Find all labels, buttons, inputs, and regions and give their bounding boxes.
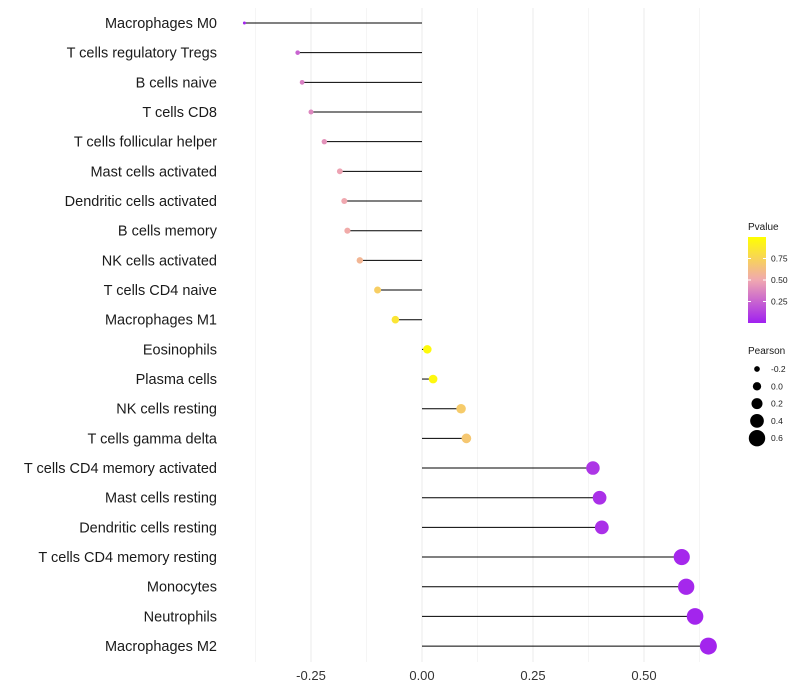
lollipop-stems (244, 22, 709, 647)
pvalue-legend-title: Pvalue (748, 222, 779, 233)
pearson-legend-label: 0.6 (771, 433, 783, 443)
lollipop-point (673, 548, 690, 566)
lollipop-point (336, 168, 343, 175)
pearson-legend-dot (751, 398, 763, 410)
lollipop-points (242, 21, 717, 655)
lollipop-point (592, 490, 607, 505)
category-label: NK cells resting (116, 402, 217, 418)
lollipop-point (456, 403, 466, 414)
category-label: Dendritic cells activated (65, 194, 217, 210)
pvalue-legend: Pvalue 0.75 0.50 0.25 (748, 222, 788, 323)
lollipop-point (699, 637, 717, 655)
pearson-legend-dot (748, 430, 766, 447)
x-tick-label: 0.00 (409, 668, 434, 683)
category-label: Eosinophils (143, 342, 217, 358)
lollipop-point (299, 79, 305, 85)
lollipop-point (321, 138, 328, 145)
category-label: Plasma cells (136, 372, 217, 388)
pearson-legend: Pearson -0.2 0.0 0.2 0.4 0.6 (748, 346, 786, 447)
pearson-legend-title: Pearson (748, 346, 785, 357)
lollipop-point (461, 433, 472, 444)
category-label: T cells CD8 (142, 105, 217, 121)
lollipop-point (356, 257, 364, 264)
pvalue-legend-label: 0.25 (771, 297, 788, 307)
category-label: Macrophages M0 (105, 16, 217, 32)
category-label: NK cells activated (102, 253, 217, 269)
pearson-legend-label: 0.4 (771, 416, 783, 426)
lollipop-point (295, 50, 300, 55)
lollipop-point (586, 461, 600, 475)
pearson-legend-label: -0.2 (771, 364, 786, 374)
lollipop-point (686, 608, 704, 625)
category-label: T cells CD4 naive (104, 283, 217, 299)
category-label: B cells naive (136, 75, 217, 91)
category-label: Neutrophils (144, 609, 217, 625)
pearson-legend-label: 0.0 (771, 381, 783, 391)
lollipop-point (428, 374, 438, 384)
x-axis-ticks: -0.25 0.00 0.25 0.50 (296, 668, 656, 683)
category-label: Dendritic cells resting (79, 520, 217, 536)
lollipop-point (678, 578, 695, 595)
pearson-legend-dot (752, 382, 762, 391)
category-label: Monocytes (147, 580, 217, 596)
category-label: Mast cells resting (105, 491, 217, 507)
pearson-legend-dot (750, 414, 764, 428)
category-labels: Macrophages M0 T cells regulatory Tregs B… (24, 16, 218, 655)
category-label: Mast cells activated (90, 164, 217, 180)
pvalue-colorbar (748, 237, 766, 323)
gridlines (255, 8, 700, 662)
category-label: T cells CD4 memory activated (24, 461, 217, 477)
lollipop-point (594, 520, 609, 535)
lollipop-point (242, 21, 246, 25)
lollipop-point (308, 109, 314, 115)
x-tick-label: 0.50 (631, 668, 656, 683)
category-label: T cells regulatory Tregs (67, 46, 217, 62)
category-label: Macrophages M2 (105, 639, 217, 655)
lollipop-point (423, 345, 432, 354)
lollipop-point (391, 315, 400, 324)
x-tick-label: 0.25 (520, 668, 545, 683)
category-label: T cells CD4 memory resting (38, 550, 217, 566)
lollipop-point (344, 227, 351, 234)
category-label: T cells gamma delta (88, 431, 218, 447)
lollipop-point (341, 198, 348, 205)
x-tick-label: -0.25 (296, 668, 326, 683)
category-label: B cells memory (118, 224, 218, 240)
category-label: T cells follicular helper (74, 135, 217, 151)
pearson-legend-dot (754, 366, 760, 372)
pvalue-legend-label: 0.50 (771, 275, 788, 285)
pvalue-legend-label: 0.75 (771, 254, 788, 264)
pearson-legend-label: 0.2 (771, 399, 783, 409)
lollipop-point (374, 286, 382, 294)
category-label: Macrophages M1 (105, 313, 217, 329)
